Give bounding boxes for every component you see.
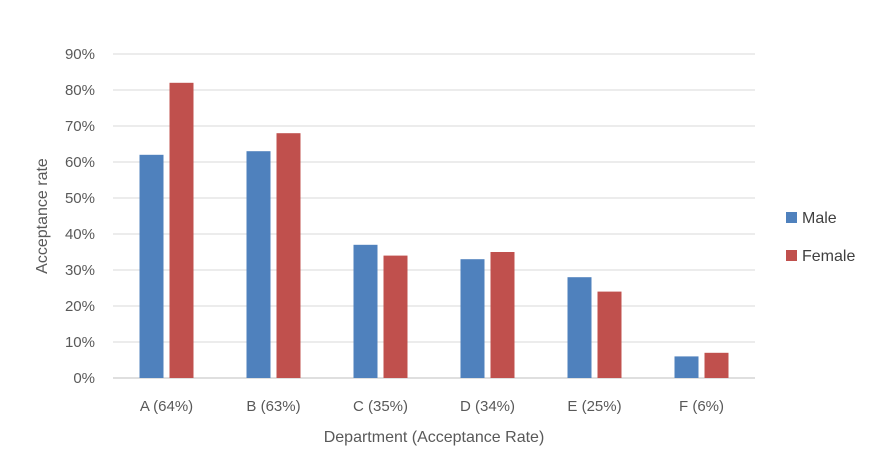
x-tick-label: D (34%) <box>460 398 515 415</box>
x-axis-title: Department (Acceptance Rate) <box>324 429 545 446</box>
y-tick-label: 20% <box>65 298 95 315</box>
bar-male-6 <box>674 356 699 378</box>
bar-male-5 <box>567 277 592 378</box>
legend-swatch-male <box>786 212 797 223</box>
bar-female-6 <box>704 352 729 378</box>
bar-male-1 <box>139 154 164 378</box>
bars <box>139 82 729 379</box>
y-axis-ticks: 0% 10% 20% 30% 40% 50% 60% 70% 80% 90% <box>65 46 95 387</box>
y-axis-title: Acceptance rate <box>34 158 51 274</box>
x-tick-label: E (25%) <box>567 398 621 415</box>
bar-female-1 <box>169 82 194 379</box>
y-tick-label: 0% <box>73 370 95 387</box>
legend-label-female: Female <box>802 248 855 265</box>
y-tick-label: 10% <box>65 334 95 351</box>
x-tick-label: A (64%) <box>140 398 193 415</box>
legend: Male Female <box>786 210 855 265</box>
bar-female-2 <box>276 133 301 378</box>
bar-male-4 <box>460 259 485 378</box>
y-tick-label: 80% <box>65 82 95 99</box>
y-tick-label: 60% <box>65 154 95 171</box>
y-tick-label: 30% <box>65 262 95 279</box>
y-tick-label: 90% <box>65 46 95 63</box>
y-tick-label: 70% <box>65 118 95 135</box>
y-tick-label: 50% <box>65 190 95 207</box>
bar-male-3 <box>353 244 378 378</box>
bar-female-5 <box>597 291 622 378</box>
gridlines <box>113 53 755 379</box>
y-tick-label: 40% <box>65 226 95 243</box>
x-tick-label: B (63%) <box>246 398 300 415</box>
bar-female-4 <box>490 252 515 378</box>
legend-label-male: Male <box>802 210 837 227</box>
x-tick-label: F (6%) <box>679 398 724 415</box>
bar-male-2 <box>246 151 271 378</box>
x-tick-label: C (35%) <box>353 398 408 415</box>
legend-swatch-female <box>786 250 797 261</box>
x-axis-ticks: A (64%) B (63%) C (35%) D (34%) E (25%) F (6%… <box>140 398 724 415</box>
bar-female-3 <box>383 255 408 378</box>
